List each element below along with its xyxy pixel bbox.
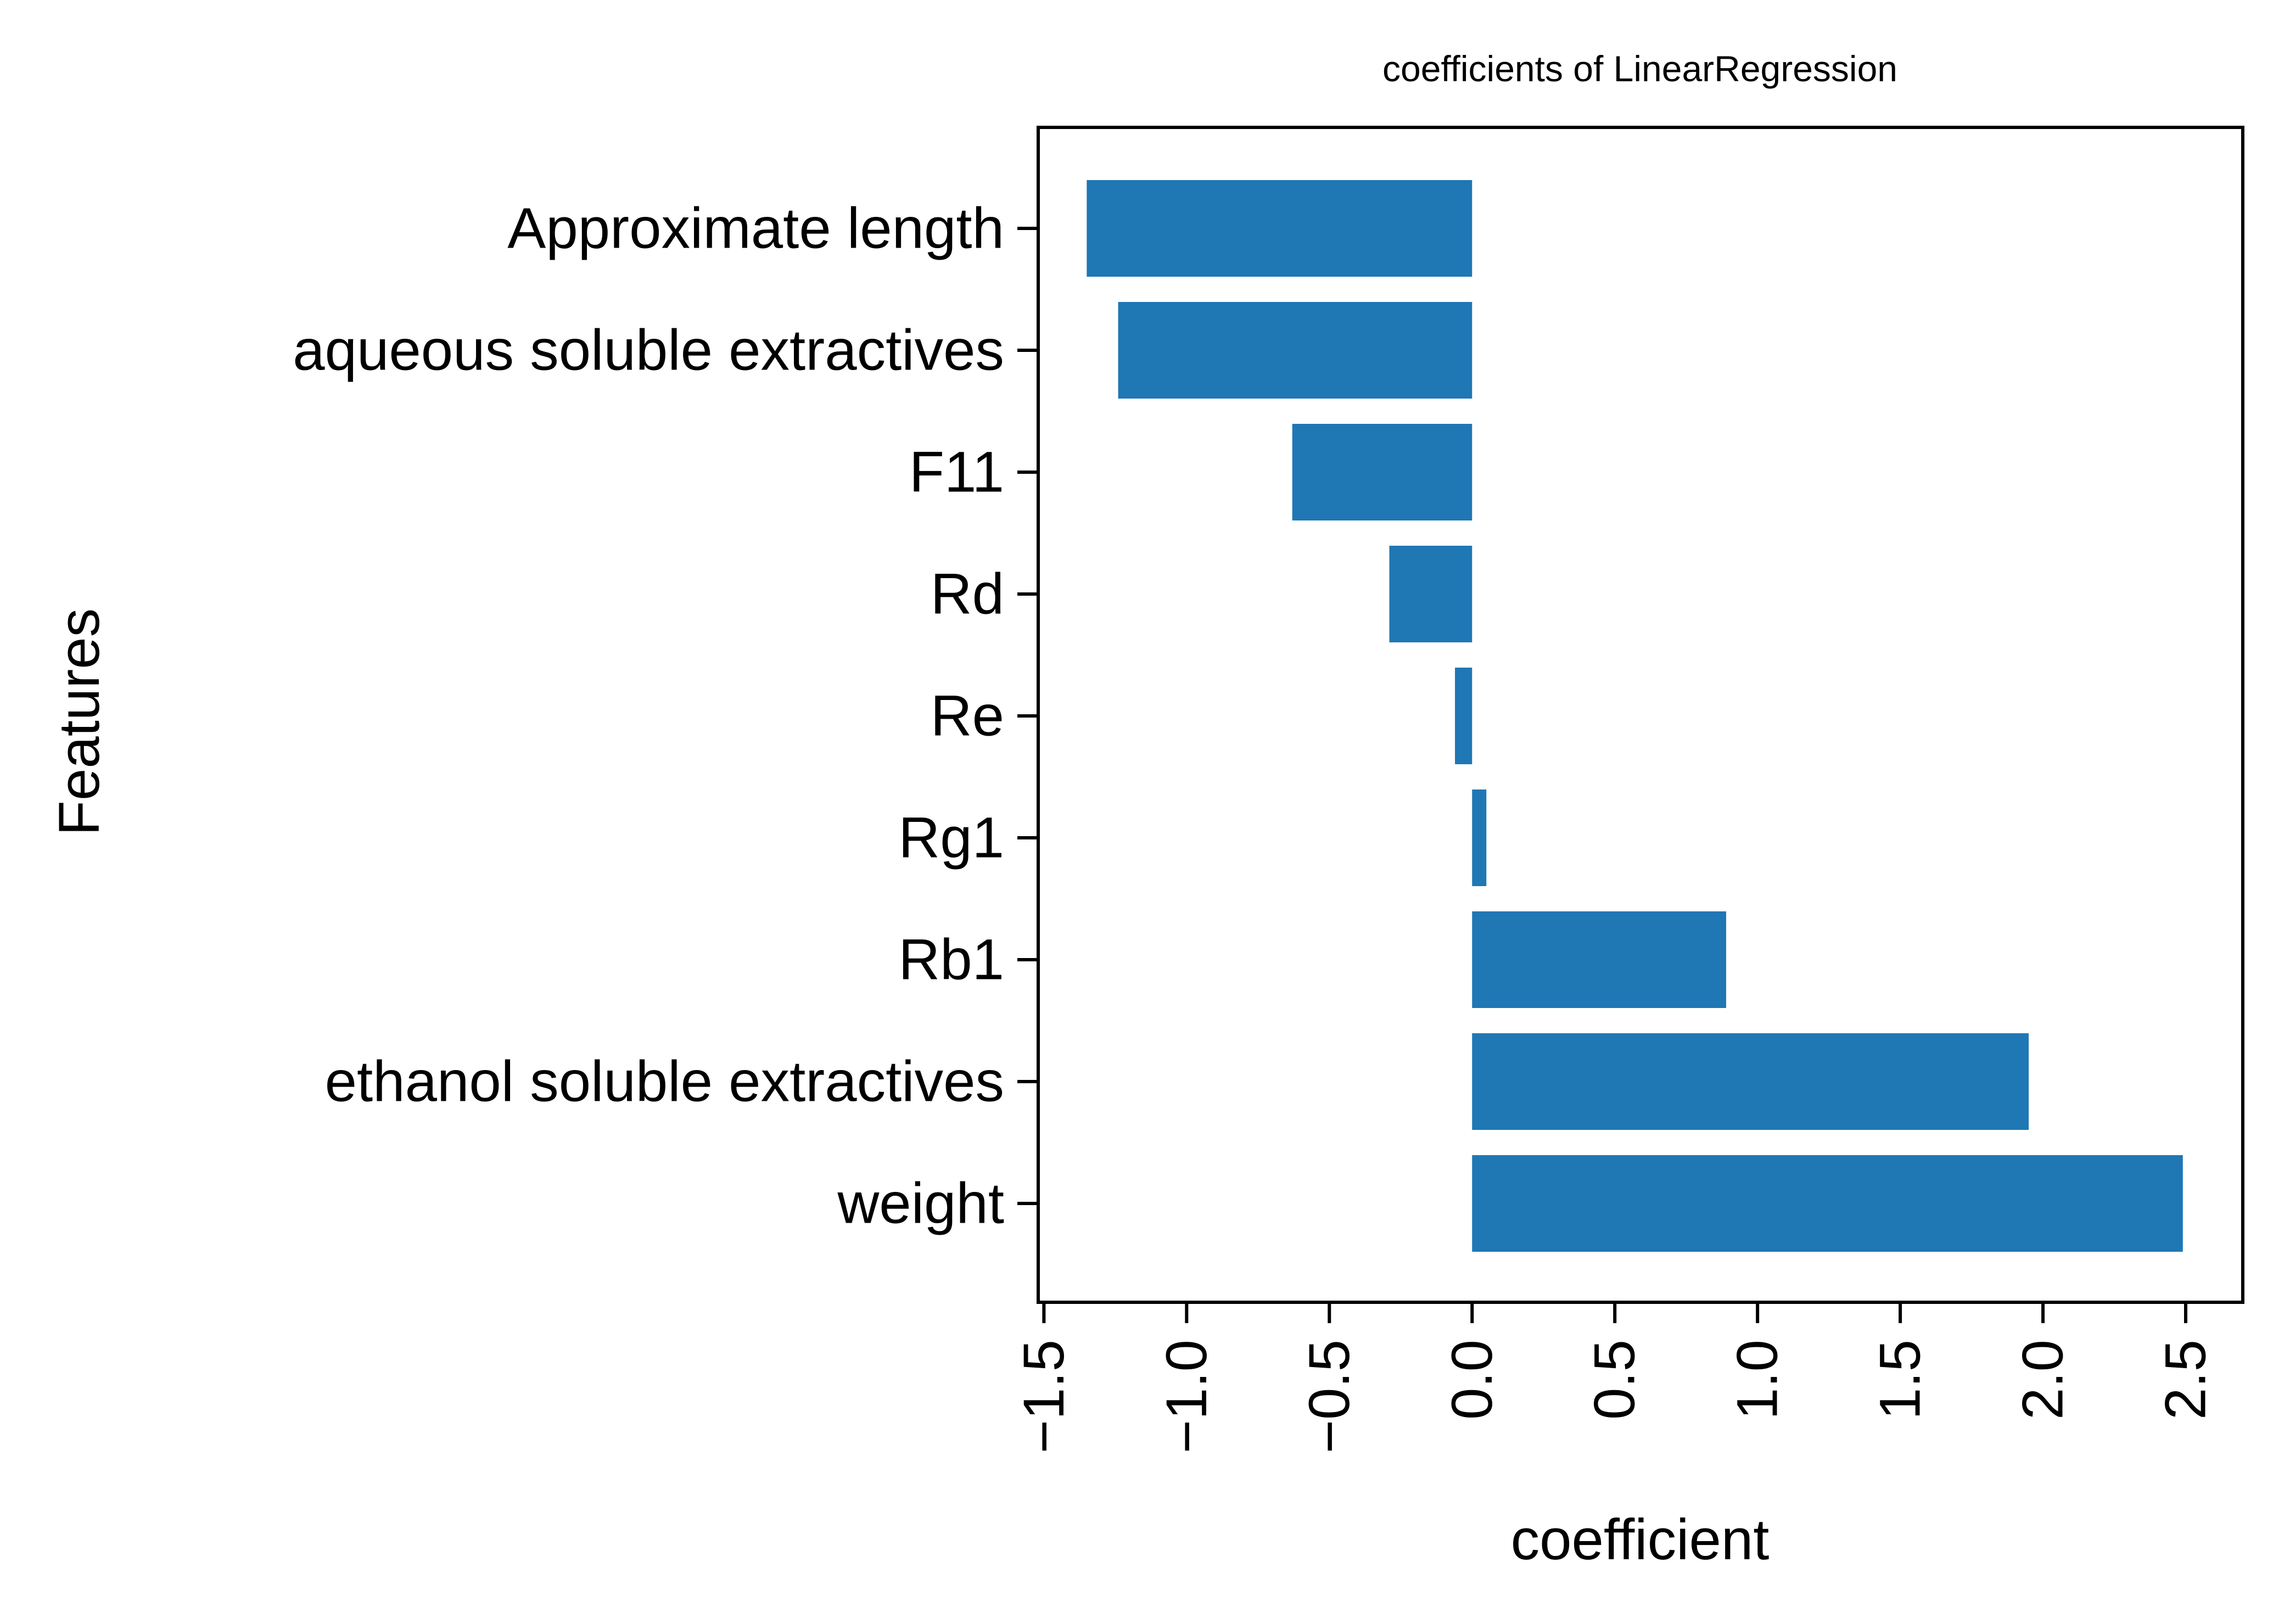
y-tick-label: Rg1 bbox=[898, 806, 1004, 870]
x-tick-label: −1.0 bbox=[1155, 1340, 1219, 1453]
bar-ethanol-soluble-extractives bbox=[1472, 1033, 2029, 1130]
bar-weight bbox=[1472, 1155, 2183, 1252]
x-tick-label: −0.5 bbox=[1297, 1340, 1362, 1453]
bar-rb1 bbox=[1472, 911, 1726, 1008]
y-tick-label: Re bbox=[931, 684, 1004, 748]
y-axis-label: Features bbox=[47, 608, 111, 836]
y-tick-label: ethanol soluble extractives bbox=[325, 1050, 1004, 1114]
y-tick-label: weight bbox=[837, 1172, 1004, 1236]
x-axis-label: coefficient bbox=[1511, 1508, 1770, 1572]
bar-aqueous-soluble-extractives bbox=[1118, 302, 1472, 399]
y-tick-label: Approximate length bbox=[507, 197, 1004, 261]
x-tick-label: 2.5 bbox=[2154, 1340, 2218, 1420]
y-tick-label: Rd bbox=[931, 562, 1004, 626]
x-tick-label: 1.5 bbox=[1868, 1340, 1933, 1420]
x-tick-label: 2.0 bbox=[2011, 1340, 2075, 1420]
y-axis: Approximate length aqueous soluble extrac… bbox=[293, 197, 1038, 1236]
bar-approximate-length bbox=[1087, 180, 1472, 277]
y-tick-label: aqueous soluble extractives bbox=[293, 318, 1004, 383]
bar-rd bbox=[1389, 546, 1472, 642]
chart-title: coefficients of LinearRegression bbox=[1382, 48, 1897, 89]
x-tick-label: 1.0 bbox=[1726, 1340, 1790, 1420]
bars-layer bbox=[1087, 180, 2183, 1252]
bar-re bbox=[1455, 668, 1472, 764]
bar-rg1 bbox=[1472, 789, 1487, 886]
x-axis: −1.5 −1.0 −0.5 0.0 0.5 1.0 1.5 2.0 2.5 bbox=[1012, 1302, 2218, 1453]
x-tick-label: −1.5 bbox=[1012, 1340, 1076, 1453]
x-tick-label: 0.0 bbox=[1440, 1340, 1504, 1420]
x-tick-label: 0.5 bbox=[1583, 1340, 1647, 1420]
plot-frame bbox=[1037, 126, 2244, 1304]
bar-f11 bbox=[1292, 424, 1472, 520]
y-tick-label: Rb1 bbox=[898, 928, 1004, 992]
y-tick-label: F11 bbox=[909, 440, 1004, 505]
